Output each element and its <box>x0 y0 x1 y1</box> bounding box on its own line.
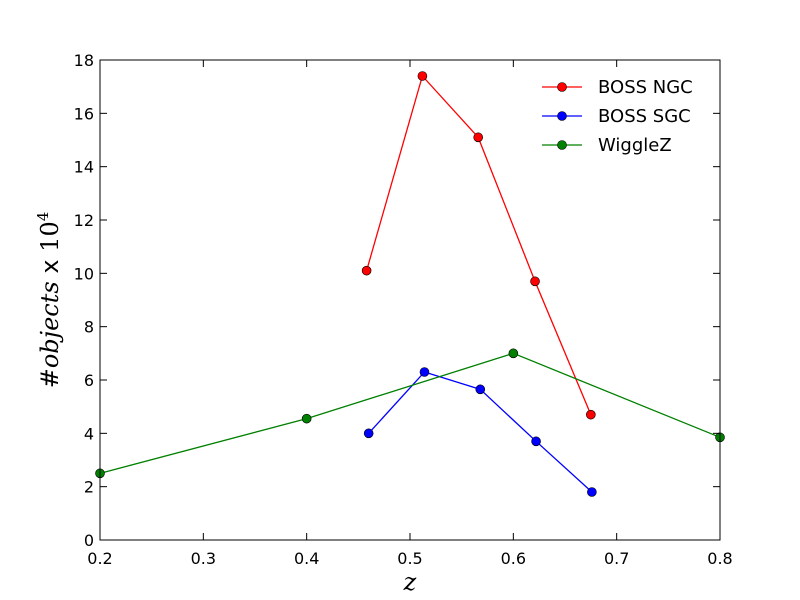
data-point-boss-ngc <box>361 265 372 276</box>
y-axis-label-times: x <box>36 252 64 281</box>
data-point-boss-ngc <box>473 132 484 143</box>
legend-marker <box>557 111 567 121</box>
y-tick-label: 0 <box>84 531 94 550</box>
y-axis-label-base: 10 <box>36 221 64 252</box>
ticks-layer: 0.2 0.3 0.4 0.5 0.6 0.7 0.8 0 2 4 6 8 10 12 14 16 18 <box>74 51 733 568</box>
data-point-boss-sgc <box>363 428 374 439</box>
data-point-boss-sgc <box>419 367 430 377</box>
x-tick-label: 0.5 <box>397 549 422 568</box>
data-point-boss-sgc <box>587 487 597 497</box>
series-boss-ngc <box>361 71 596 420</box>
plot-frame <box>99 59 721 541</box>
y-tick-label: 2 <box>84 478 94 497</box>
y-tick-label: 10 <box>74 264 94 283</box>
series-boss-sgc <box>363 367 597 497</box>
data-point-boss-ngc <box>417 71 428 81</box>
x-tick-label: 0.6 <box>501 549 526 568</box>
data-point-boss-sgc <box>531 436 541 447</box>
y-tick-label: 6 <box>84 371 94 390</box>
x-tick-label: 0.3 <box>191 549 216 568</box>
y-tick-label: 18 <box>74 51 94 70</box>
y-tick-label: 4 <box>84 424 94 443</box>
series-wigglez <box>95 348 725 479</box>
data-point-boss-sgc <box>475 384 486 395</box>
y-tick-label: 8 <box>84 318 94 337</box>
legend-marker <box>557 140 567 150</box>
legend: BOSS NGC BOSS SGC WiggleZ <box>542 77 693 156</box>
y-axis-label: #objects x 104 <box>34 212 64 389</box>
x-axis-label: z <box>403 568 417 596</box>
data-point-wigglez <box>301 413 312 424</box>
legend-item-boss-sgc: BOSS SGC <box>542 106 691 127</box>
x-tick-label: 0.8 <box>707 549 732 568</box>
y-tick-label: 14 <box>74 158 94 177</box>
series-layer <box>95 71 725 497</box>
x-tick-label: 0.2 <box>87 549 112 568</box>
y-tick-label: 16 <box>74 104 94 123</box>
legend-label: BOSS NGC <box>598 77 693 98</box>
data-point-wigglez <box>508 348 519 359</box>
legend-marker <box>557 82 567 92</box>
y-axis-label-objects: objects <box>36 281 64 368</box>
y-tick-label: 12 <box>74 211 94 230</box>
legend-label: WiggleZ <box>598 135 672 156</box>
x-tick-label: 0.4 <box>294 549 319 568</box>
series-line-wigglez <box>99 352 721 474</box>
x-tick-label: 0.7 <box>604 549 629 568</box>
legend-item-wigglez: WiggleZ <box>542 135 672 156</box>
data-point-boss-ngc <box>586 409 596 420</box>
y-axis-label-hash: # <box>36 368 64 388</box>
y-axis-label-exponent: 4 <box>34 212 52 222</box>
data-point-boss-ngc <box>530 276 540 287</box>
legend-item-boss-ngc: BOSS NGC <box>542 77 693 98</box>
legend-label: BOSS SGC <box>598 106 691 127</box>
